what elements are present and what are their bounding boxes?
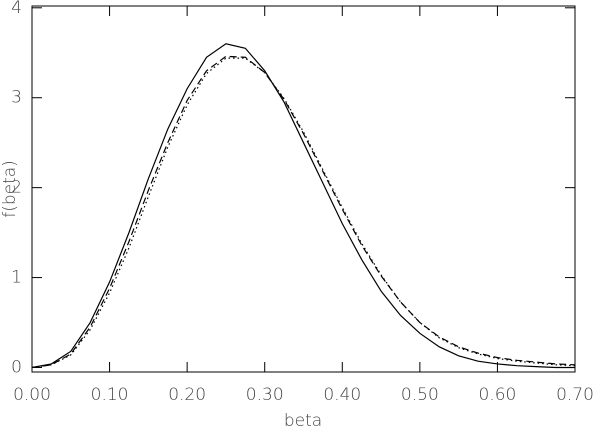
data-line: [31, 43, 575, 369]
y-tick-label: 0: [11, 358, 22, 378]
data-line: [31, 57, 576, 369]
x-tick-label: 0.50: [401, 385, 439, 405]
x-tick-label: 0.10: [91, 385, 129, 405]
x-tick-label: 0.00: [13, 385, 51, 405]
x-tick-label: 0.60: [478, 385, 516, 405]
x-tick-label: 0.20: [168, 385, 206, 405]
y-tick-label: 2: [11, 178, 22, 198]
x-tick-label: 0.40: [323, 385, 361, 405]
x-tick-label: 0.70: [556, 385, 594, 405]
y-tick-label: 3: [11, 88, 22, 108]
plot-frame: [31, 5, 576, 373]
y-axis-label: f(beta): [0, 160, 20, 218]
y-tick-label: 4: [11, 0, 22, 18]
data-line: [31, 55, 576, 369]
x-tick-label: 0.30: [246, 385, 284, 405]
x-axis-label: beta: [284, 411, 322, 431]
y-tick-label: 1: [11, 268, 22, 288]
